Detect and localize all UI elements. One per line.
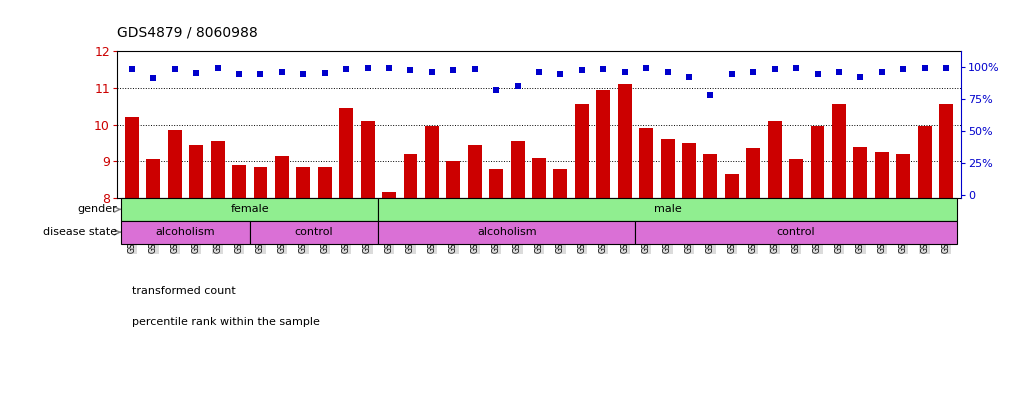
Point <box>552 71 569 77</box>
Point <box>616 68 633 75</box>
Bar <box>832 104 846 198</box>
Bar <box>875 152 889 198</box>
Text: control: control <box>295 227 334 237</box>
Point <box>231 71 247 77</box>
Point <box>252 71 268 77</box>
Bar <box>661 139 674 198</box>
Bar <box>121 198 378 221</box>
Text: alcoholism: alcoholism <box>477 227 537 237</box>
Bar <box>532 158 546 198</box>
Bar <box>446 161 461 198</box>
Bar <box>489 169 503 198</box>
Point <box>659 68 675 75</box>
Point <box>852 74 869 80</box>
Point <box>745 68 762 75</box>
Point <box>188 70 204 76</box>
Text: GDS4879 / 8060988: GDS4879 / 8060988 <box>117 25 257 39</box>
Text: male: male <box>654 204 681 215</box>
Bar <box>253 167 267 198</box>
Bar <box>639 128 653 198</box>
Bar <box>636 221 957 244</box>
Point <box>680 74 697 80</box>
Point <box>531 68 547 75</box>
Text: transformed count: transformed count <box>132 286 236 296</box>
Point <box>445 67 462 73</box>
Point <box>595 66 611 72</box>
Bar <box>404 154 417 198</box>
Point <box>574 67 590 73</box>
Point <box>938 65 954 71</box>
Bar <box>317 167 332 198</box>
Point <box>316 70 333 76</box>
Bar <box>575 104 589 198</box>
Text: control: control <box>777 227 816 237</box>
Point <box>274 68 290 75</box>
Point <box>124 66 140 72</box>
Bar <box>275 156 289 198</box>
Bar <box>725 174 738 198</box>
Bar <box>939 104 953 198</box>
Point <box>895 66 911 72</box>
Bar <box>232 165 246 198</box>
Bar <box>811 127 825 198</box>
Bar <box>917 127 932 198</box>
Point <box>424 68 440 75</box>
Bar <box>553 169 567 198</box>
Bar <box>189 145 203 198</box>
Point <box>788 65 804 71</box>
Point <box>874 68 890 75</box>
Point <box>703 92 719 98</box>
Point <box>467 66 483 72</box>
Point <box>338 66 354 72</box>
Bar <box>378 221 636 244</box>
Text: disease state: disease state <box>43 227 117 237</box>
Bar <box>768 121 782 198</box>
Bar <box>125 117 139 198</box>
Point <box>767 66 783 72</box>
Point <box>295 71 311 77</box>
Text: percentile rank within the sample: percentile rank within the sample <box>132 317 320 327</box>
Bar <box>682 143 696 198</box>
Bar <box>121 221 250 244</box>
Point <box>210 65 226 71</box>
Point <box>359 65 375 71</box>
Point <box>638 65 654 71</box>
Point <box>831 68 847 75</box>
Point <box>488 86 504 93</box>
Text: gender: gender <box>77 204 117 215</box>
Text: female: female <box>231 204 270 215</box>
Point <box>510 83 526 89</box>
Point <box>724 71 740 77</box>
Point <box>145 75 162 81</box>
Bar <box>704 154 717 198</box>
Bar <box>146 160 161 198</box>
Point <box>381 65 398 71</box>
Bar <box>382 193 396 198</box>
Bar <box>211 141 225 198</box>
Point <box>167 66 183 72</box>
Bar <box>896 154 910 198</box>
Bar <box>296 167 310 198</box>
Bar <box>789 160 803 198</box>
Bar <box>468 145 482 198</box>
Bar <box>511 141 525 198</box>
Point <box>403 67 419 73</box>
Bar <box>425 127 439 198</box>
Bar <box>361 121 374 198</box>
Bar <box>378 198 957 221</box>
Bar <box>746 149 761 198</box>
Point <box>810 71 826 77</box>
Bar <box>853 147 868 198</box>
Bar <box>617 84 632 198</box>
Text: alcoholism: alcoholism <box>156 227 216 237</box>
Bar <box>596 90 610 198</box>
Bar <box>340 108 353 198</box>
Point <box>916 65 933 71</box>
Bar <box>250 221 378 244</box>
Bar <box>168 130 182 198</box>
